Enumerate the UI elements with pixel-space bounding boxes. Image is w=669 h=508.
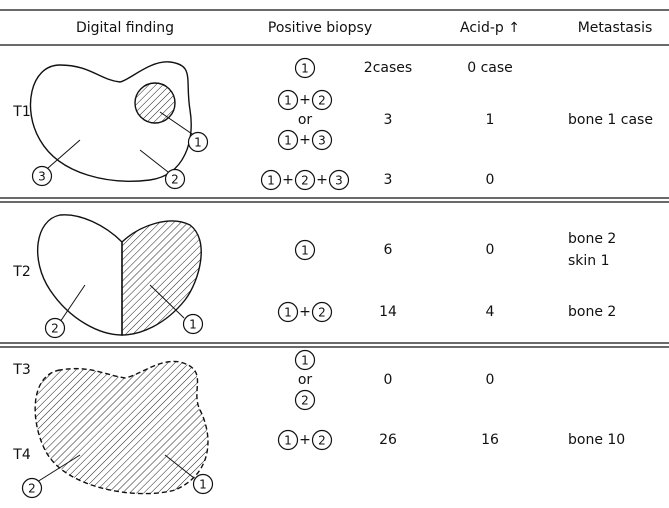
acid-cell: 4: [486, 304, 495, 320]
biopsy-site: 1: [284, 306, 292, 320]
stage-label: T3: [12, 362, 30, 378]
metastasis-cell: skin 1: [568, 253, 610, 269]
biopsy-text: +: [282, 172, 294, 188]
biopsy-site-circle: [294, 169, 316, 191]
region-label: 3: [38, 170, 46, 184]
cases-cell: 26: [379, 432, 397, 448]
biopsy-site-circle: [277, 129, 299, 151]
biopsy-site-circle: [260, 169, 282, 191]
diagram-t1: [29, 61, 196, 182]
acid-cell: 16: [481, 432, 499, 448]
cases-cell: 0: [384, 372, 393, 388]
acid-cell: 0: [486, 372, 495, 388]
biopsy-site: 2: [318, 434, 326, 448]
acid-cell: 1: [486, 112, 495, 128]
biopsy-site-circle: [294, 389, 316, 411]
region-label-circle: [44, 317, 66, 339]
header-cell: Digital finding: [76, 20, 174, 36]
region-label-circle: [31, 165, 53, 187]
biopsy-text: +: [316, 172, 328, 188]
biopsy-site-circle: [311, 301, 333, 323]
acid-cell: 0 case: [467, 60, 513, 76]
biopsy-site: 2: [318, 306, 326, 320]
biopsy-text: +: [299, 304, 311, 320]
metastasis-cell: bone 2: [568, 231, 616, 247]
biopsy-site: 1: [301, 354, 309, 368]
cases-cell: 14: [379, 304, 397, 320]
region-label-circle: [21, 477, 43, 499]
biopsy-site-circle: [328, 169, 350, 191]
biopsy-text: or: [298, 372, 313, 388]
biopsy-text: +: [299, 432, 311, 448]
biopsy-site-circle: [277, 301, 299, 323]
biopsy-site: 1: [284, 434, 292, 448]
header-cell: Metastasis: [578, 20, 653, 36]
biopsy-site: 1: [284, 94, 292, 108]
region-label-circle: [182, 313, 204, 335]
stage-label: T4: [12, 447, 31, 463]
biopsy-text: +: [299, 132, 311, 148]
biopsy-site: 3: [318, 134, 326, 148]
region-label: 2: [51, 322, 59, 336]
header-cell: Acid-p ↑: [460, 20, 520, 36]
acid-cell: 0: [486, 172, 495, 188]
biopsy-site-circle: [311, 129, 333, 151]
biopsy-site: 1: [301, 244, 309, 258]
region-label: 1: [194, 136, 202, 150]
biopsy-text: or: [298, 112, 313, 128]
cases-cell: 3: [384, 172, 393, 188]
stage-label: T1: [12, 104, 30, 120]
biopsy-site-circle: [311, 89, 333, 111]
region-label-circle: [164, 168, 186, 190]
cases-cell: 3: [384, 112, 393, 128]
biopsy-site: 2: [301, 174, 309, 188]
biopsy-site-circle: [294, 57, 316, 79]
metastasis-cell: bone 1 case: [568, 112, 653, 128]
biopsy-site: 2: [301, 394, 309, 408]
biopsy-site: 1: [301, 62, 309, 76]
header-cell: Positive biopsy: [268, 20, 372, 36]
biopsy-site-circle: [277, 429, 299, 451]
diagram-t2: [37, 214, 202, 336]
cases-cell: 6: [384, 242, 393, 258]
diagram-t3: [34, 360, 209, 495]
region-label: 1: [189, 318, 197, 332]
region-label: 2: [171, 173, 179, 187]
biopsy-site: 3: [335, 174, 343, 188]
biopsy-site: 1: [284, 134, 292, 148]
region-label: 2: [28, 482, 36, 496]
stage-label: T2: [12, 264, 30, 280]
metastasis-cell: bone 2: [568, 304, 616, 320]
biopsy-site-circle: [294, 349, 316, 371]
biopsy-site-circle: [294, 239, 316, 261]
biopsy-site: 2: [318, 94, 326, 108]
region-label: 1: [199, 478, 207, 492]
region-label-circle: [187, 131, 209, 153]
biopsy-site-circle: [311, 429, 333, 451]
acid-cell: 0: [486, 242, 495, 258]
biopsy-text: +: [299, 92, 311, 108]
metastasis-cell: bone 10: [568, 432, 625, 448]
biopsy-site: 1: [267, 174, 275, 188]
cases-cell: 2cases: [364, 60, 412, 76]
biopsy-site-circle: [277, 89, 299, 111]
region-label-circle: [192, 473, 214, 495]
